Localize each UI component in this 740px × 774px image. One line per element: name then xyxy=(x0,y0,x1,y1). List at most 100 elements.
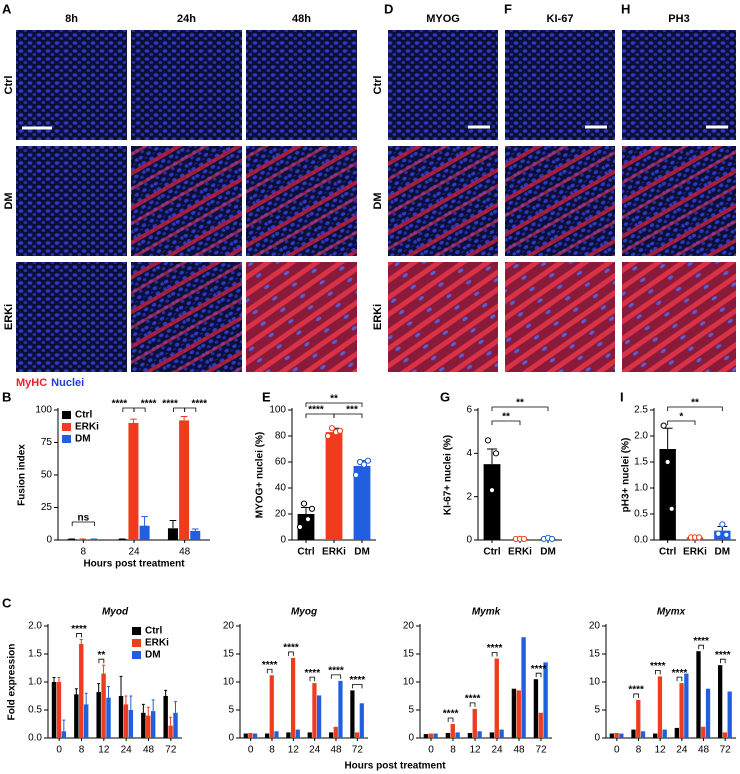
row-label: ERKi xyxy=(372,304,384,330)
bar xyxy=(679,683,684,738)
micrograph xyxy=(246,30,357,140)
y-tick-label: 40 xyxy=(275,483,287,494)
micrograph xyxy=(16,262,127,372)
bar xyxy=(128,423,139,540)
significance-label: ** xyxy=(330,394,338,405)
micrograph xyxy=(388,30,498,140)
bar xyxy=(727,691,732,738)
significance-label: *** xyxy=(346,405,358,416)
y-tick-label: 5 xyxy=(408,705,414,716)
bar xyxy=(722,732,728,738)
bar xyxy=(248,732,253,738)
legend-swatch xyxy=(62,435,71,443)
significance-label: * xyxy=(679,412,683,423)
column-header: 8h xyxy=(65,13,78,25)
y-axis-label: Fold expression xyxy=(7,644,18,721)
significance-bracket xyxy=(288,651,294,656)
x-tick-label: 48 xyxy=(698,745,710,756)
y-tick-label: 1.0 xyxy=(28,677,42,688)
y-tick-label: 15 xyxy=(223,649,235,660)
x-tick-label: Ctrl xyxy=(659,547,676,558)
bar xyxy=(359,703,364,738)
significance-bracket xyxy=(633,693,639,698)
y-tick-label: 0.5 xyxy=(28,705,42,716)
y-tick-label: 5 xyxy=(594,705,600,716)
data-point xyxy=(723,531,730,538)
row-label: Ctrl xyxy=(3,76,15,95)
micrograph xyxy=(388,262,498,372)
bar xyxy=(696,651,701,738)
bar xyxy=(117,539,128,540)
x-tick-label: 24 xyxy=(491,745,503,756)
x-tick-label: 8 xyxy=(636,745,642,756)
significance-bracket xyxy=(720,658,726,664)
bar xyxy=(701,726,706,738)
bar xyxy=(312,683,317,738)
significance-bracket xyxy=(698,644,704,650)
x-tick-label: 48 xyxy=(143,745,155,756)
x-tick-label: 48 xyxy=(513,745,525,756)
bar xyxy=(123,704,129,738)
data-point xyxy=(300,500,308,507)
micrograph xyxy=(388,146,498,256)
bar xyxy=(139,525,150,540)
significance-bracket xyxy=(469,702,476,707)
bar xyxy=(543,662,548,738)
legend-label: Ctrl xyxy=(145,626,162,637)
bar xyxy=(489,732,495,738)
error-bar xyxy=(119,675,123,696)
x-tick-label: ERKi xyxy=(508,547,532,558)
x-tick-label: ERKi xyxy=(683,547,707,558)
column-header: PH3 xyxy=(668,13,689,25)
y-tick-label: 0.0 xyxy=(28,733,42,744)
error-bar xyxy=(169,520,177,529)
error-bar xyxy=(57,677,61,682)
axis-line xyxy=(605,624,736,739)
y-tick-label: 15 xyxy=(403,649,415,660)
bar xyxy=(433,733,438,738)
significance-label: **** xyxy=(715,650,731,661)
stain-name: Nuclei xyxy=(51,377,84,389)
bar xyxy=(295,729,300,738)
bar xyxy=(538,712,543,738)
data-point xyxy=(520,535,528,543)
x-tick-label: 72 xyxy=(165,745,177,756)
x-axis-label: Hours post treatment xyxy=(344,761,446,772)
y-tick-label: 60 xyxy=(275,457,287,468)
column-header: MYOG xyxy=(426,13,460,25)
significance-bracket xyxy=(330,674,342,679)
y-tick-label: 10 xyxy=(403,677,415,688)
bar xyxy=(179,420,190,540)
bar xyxy=(657,676,663,738)
bar xyxy=(253,733,258,738)
significance-bracket xyxy=(352,684,363,689)
panel-letter: A xyxy=(2,1,12,16)
bar xyxy=(338,680,343,738)
significance-bracket xyxy=(305,402,363,407)
error-bar xyxy=(107,685,110,698)
data-point xyxy=(660,422,667,429)
panel-letter: E xyxy=(262,389,271,404)
data-point xyxy=(719,521,726,528)
significance-bracket xyxy=(491,652,498,657)
error-bar xyxy=(97,683,101,693)
bar xyxy=(168,725,173,738)
significance-bracket xyxy=(667,406,723,411)
x-tick-label: 12 xyxy=(655,745,667,756)
bar xyxy=(66,539,77,540)
bar xyxy=(146,715,151,738)
x-tick-label: DM xyxy=(540,547,556,558)
panel-letter: C xyxy=(2,595,12,610)
bar xyxy=(328,732,334,738)
significance-bracket xyxy=(309,676,316,682)
error-bar xyxy=(102,664,106,674)
error-bar xyxy=(141,703,145,713)
data-point xyxy=(664,458,671,466)
bar xyxy=(74,694,79,738)
bar xyxy=(521,637,526,738)
bar xyxy=(533,679,539,738)
bar xyxy=(619,733,624,738)
x-axis-label: Hours post treatment xyxy=(83,559,185,570)
y-tick-label: 0 xyxy=(408,733,414,744)
micrograph xyxy=(16,30,127,140)
